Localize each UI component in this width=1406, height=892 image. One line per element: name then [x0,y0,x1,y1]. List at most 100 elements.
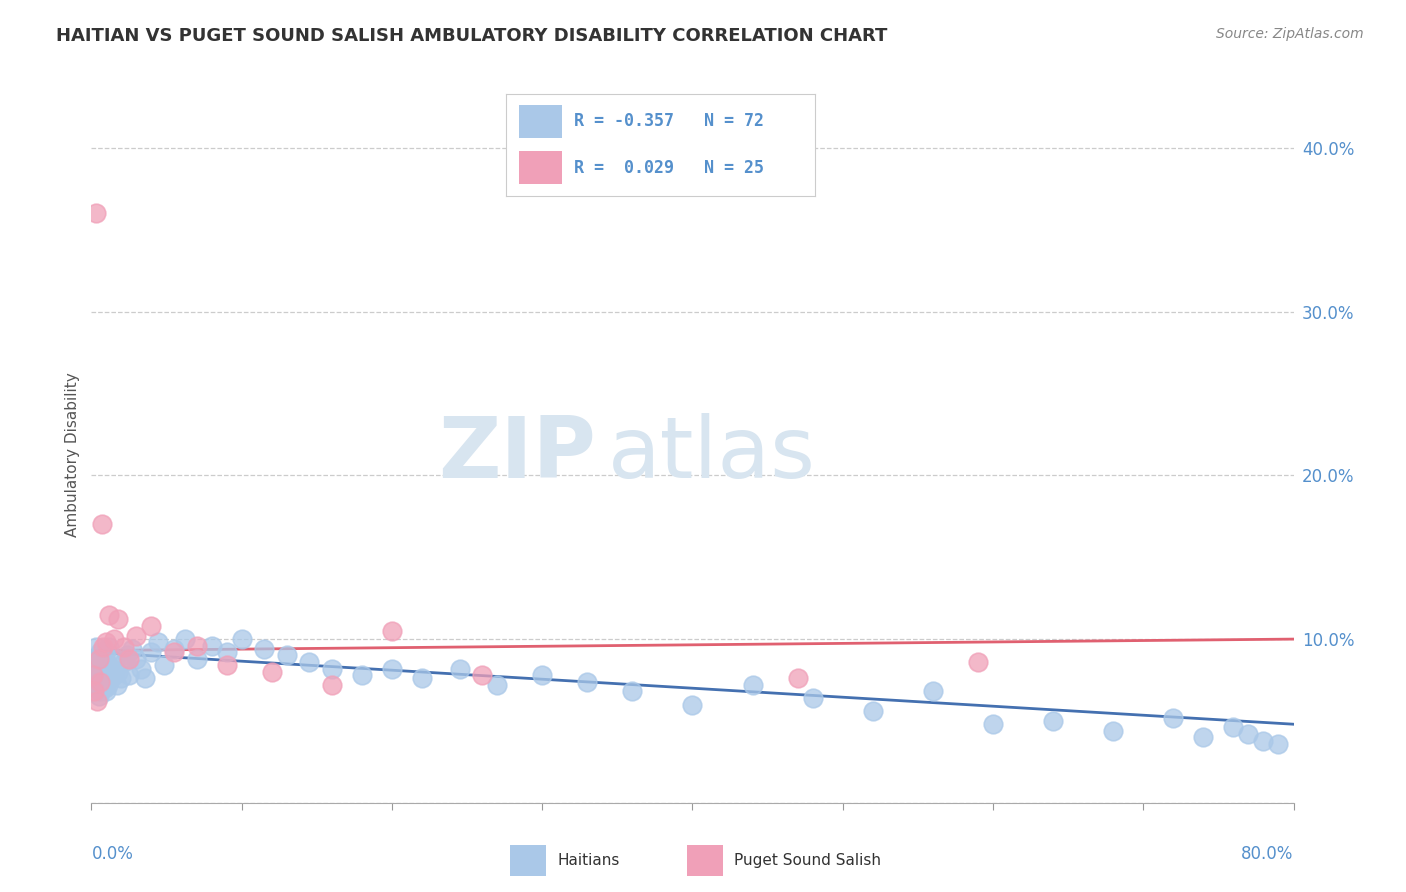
Point [86,657,108,671]
Point [967,655,990,669]
Bar [519,105,562,137]
Point [862,704,884,718]
Point [114,640,136,655]
Point [576,674,599,689]
Point [107,665,129,679]
Point [1222,721,1244,735]
Point [173,632,195,646]
Point [90,651,112,665]
Point [103,668,125,682]
Point [215,658,238,673]
Point [141,645,163,659]
Point [141,619,163,633]
Text: R =  0.029   N = 25: R = 0.029 N = 25 [574,159,765,177]
Point [121,641,143,656]
Point [83,684,105,698]
Text: Source: ZipAtlas.com: Source: ZipAtlas.com [1216,27,1364,41]
Point [1161,711,1184,725]
Point [107,612,129,626]
Point [321,662,343,676]
Point [321,678,343,692]
Bar [519,151,562,184]
Point [96,684,118,698]
Point [87,648,110,663]
Point [118,668,141,682]
Point [163,641,186,656]
Point [381,624,404,638]
Point [531,668,554,682]
Point [89,645,111,659]
Point [215,645,238,659]
Point [146,635,169,649]
Point [381,662,404,676]
Point [94,681,117,696]
Point [90,517,112,532]
Point [94,648,117,663]
Point [163,645,186,659]
Point [186,639,208,653]
Point [97,657,120,671]
Point [96,665,118,679]
Point [298,655,321,669]
Point [83,651,105,665]
Point [786,672,808,686]
Text: Haitians: Haitians [557,854,620,868]
Point [922,684,945,698]
Point [93,660,115,674]
Point [125,651,148,665]
Point [83,673,105,687]
Point [87,651,110,665]
Point [681,698,703,712]
Point [1102,723,1125,738]
Point [110,672,132,686]
Point [134,672,156,686]
Point [93,640,115,655]
Point [1253,733,1275,747]
Point [89,684,111,698]
Point [90,674,112,689]
Point [621,684,644,698]
Point [84,681,107,696]
Point [449,662,471,676]
Point [125,629,148,643]
Point [186,651,208,665]
Text: R = -0.357   N = 72: R = -0.357 N = 72 [574,112,765,130]
Point [1192,731,1215,745]
Point [260,665,283,679]
Point [89,674,111,689]
Point [801,691,824,706]
Point [103,632,125,646]
Point [118,651,141,665]
Point [152,658,174,673]
Point [231,632,253,646]
Text: 0.0%: 0.0% [91,845,134,863]
Point [82,665,104,679]
Point [253,641,276,656]
Point [84,640,107,655]
Text: HAITIAN VS PUGET SOUND SALISH AMBULATORY DISABILITY CORRELATION CHART: HAITIAN VS PUGET SOUND SALISH AMBULATORY… [56,27,887,45]
Point [129,662,152,676]
Point [411,672,433,686]
Text: Puget Sound Salish: Puget Sound Salish [734,854,882,868]
Point [93,672,115,686]
Point [96,635,118,649]
Point [87,668,110,682]
Point [84,206,107,220]
Point [471,668,494,682]
Point [114,655,136,669]
Y-axis label: Ambulatory Disability: Ambulatory Disability [65,373,80,537]
Point [100,672,122,686]
Point [98,640,121,655]
Point [1267,737,1289,751]
Point [86,694,108,708]
Point [1042,714,1064,728]
Text: atlas: atlas [609,413,817,497]
Point [350,668,373,682]
Text: ZIP: ZIP [439,413,596,497]
Point [87,690,110,704]
Point [98,607,121,622]
Point [104,651,127,665]
Point [276,648,298,663]
Point [981,717,1004,731]
Point [117,648,139,663]
